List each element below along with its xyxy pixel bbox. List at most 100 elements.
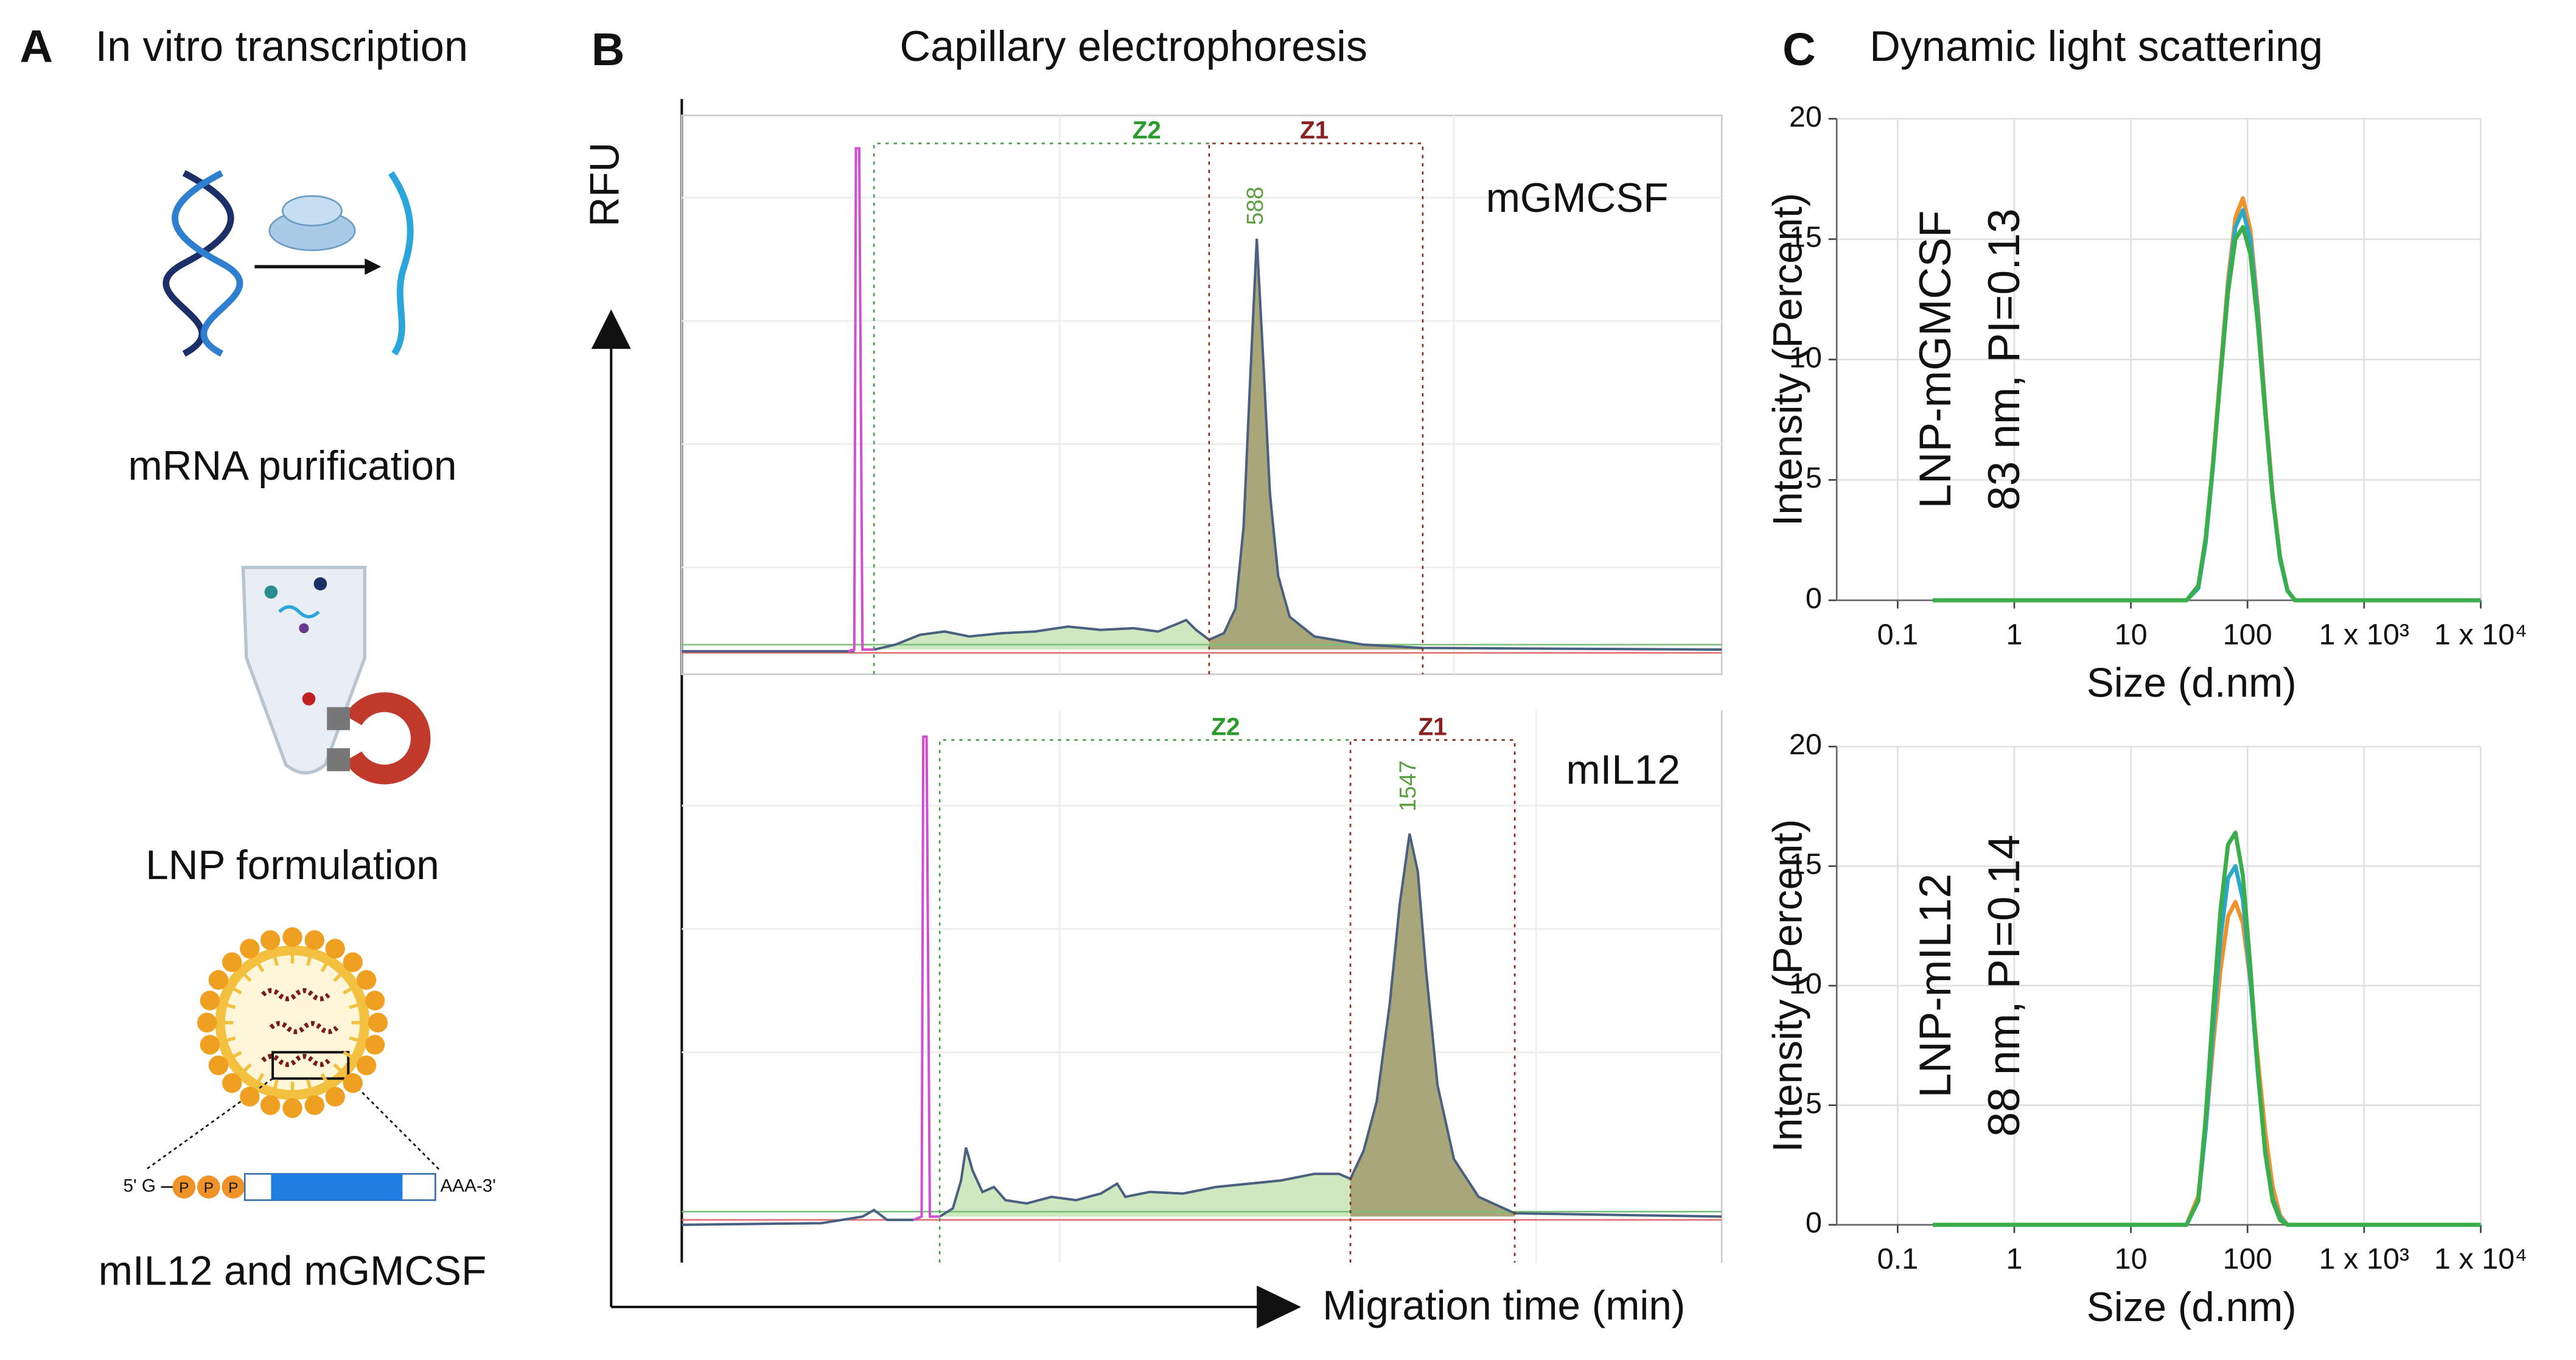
y-tick-label: 10 [1789,967,1822,1000]
x-tick-label: 1 x 10³ [2319,618,2410,651]
zone-area [940,1148,1351,1217]
mrna [269,1021,339,1034]
lipid-head [260,930,281,950]
annotation: LNP-mIL12 [1911,874,1960,1098]
bead [299,623,309,634]
lane-frame [680,114,1723,675]
bead [264,585,278,599]
lipid-head [208,1055,229,1076]
lipid-head [208,970,229,990]
panel-b: B Capillary electrophoresis RFU Migratio… [582,22,1723,1328]
panel-a: A In vitro transcription mRNA purificati… [19,21,496,1294]
lipid-head [325,939,345,959]
x-axis-label: Size (d.nm) [2087,1285,2297,1330]
x-tick-label: 100 [2223,618,2272,651]
lipid-tail [226,983,242,995]
lane-name: mIL12 [1566,747,1680,793]
lipid-tail [343,1051,359,1062]
x-tick-label: 1 x 10⁴ [2434,618,2527,651]
x-tick-label: 100 [2223,1243,2272,1275]
marker-peak [913,735,940,1221]
chart: 0 5 10 15 20 0.1 1 10 100 1 x 10³ 1 x 10⁴ Intensity… [1765,728,2527,1330]
y-tick-label: 20 [1789,100,1822,133]
arrow-head [591,309,631,349]
annotation: 83 nm, PI=0.13 [1980,208,2029,510]
panel-letter: A [19,21,53,72]
series-line [1933,225,2481,603]
trace [682,833,1722,1226]
y-tick-label: 5 [1806,461,1822,494]
x-tick-label: 10 [2115,618,2148,651]
cap-label: P [228,1180,238,1196]
lipid-tail [271,1079,279,1096]
lipid-tail [306,949,314,966]
cap-circle [172,1175,196,1199]
x-tick-label: 0.1 [1877,1243,1919,1275]
arrow-head [365,258,382,275]
magnet-tip [327,748,351,771]
x-tick-label: 1 x 10⁴ [2434,1243,2527,1275]
construct-right: AAA-3' [440,1176,495,1196]
step-label: LNP formulation [145,843,439,888]
panel-c: C Dynamic light scattering [1782,22,2323,75]
lane: Z2 Z1 1547 mIL12 [682,710,1723,1263]
lipid-head [240,939,260,959]
lipid-head [197,1012,217,1033]
lipid-tail [226,1051,242,1062]
lipid-head [365,1035,385,1055]
lipid-tail [218,1036,236,1044]
dna-strand [172,170,243,357]
y-tick-label: 15 [1789,221,1822,254]
lipid-tail [320,1073,332,1089]
tube [241,566,367,775]
cap-circle [222,1175,245,1199]
lipid-head [222,1073,242,1093]
lipid-head [325,1087,345,1107]
x-tick-label: 1 x 10³ [2319,1243,2410,1275]
lipid-tail [237,968,252,983]
zone-bound [1349,739,1516,1263]
annotation: LNP-mGMCSF [1911,211,1960,509]
cds-box [271,1174,403,1201]
mrna-icon [388,171,414,356]
mrna [261,988,330,1001]
construct-left: 5' G [123,1176,156,1196]
lipid-head [365,990,385,1011]
y-tick-label: 0 [1806,1207,1822,1239]
dna-icon [162,170,243,357]
mrna [261,1054,330,1067]
peak-area [1350,833,1515,1217]
y-tick-label: 20 [1789,728,1822,761]
x-axis-label: Size (d.nm) [2087,660,2297,706]
lipid-tail [333,968,347,983]
construct: 5' G P P P AAA-3' [123,1172,496,1201]
tube-icon [241,566,431,785]
lipid-head [200,990,220,1011]
lnp-icon [144,927,441,1171]
panel-title: In vitro transcription [96,22,468,70]
y-tick-label: 15 [1789,848,1822,881]
zone-area [874,620,1209,650]
lipid-tail [343,983,359,995]
y-tick-label: 10 [1789,341,1822,374]
lipid-head [356,1055,377,1076]
x-tick-label: 10 [2115,1243,2148,1275]
trace [682,239,1722,653]
step-label: mIL12 and mGMCSF [99,1249,487,1294]
zone-bound [938,739,1351,1263]
zone-label: Z2 [1211,712,1240,740]
bead [313,577,327,591]
x-tick-label: 1 [2006,618,2022,651]
y-axis-label: Intensity (Percent) [1765,819,1810,1152]
lipid-head [260,1095,281,1115]
arrow-head [1257,1285,1302,1328]
lipid-head [343,1073,363,1093]
lipid-head [282,1098,302,1118]
ribosome-icon [268,195,356,251]
step-label: mRNA purification [128,443,456,489]
lipid-head [343,952,363,972]
strand [278,605,320,619]
annotation: 88 nm, PI=0.14 [1980,835,2029,1137]
lane-name: mGMCSF [1486,175,1669,221]
